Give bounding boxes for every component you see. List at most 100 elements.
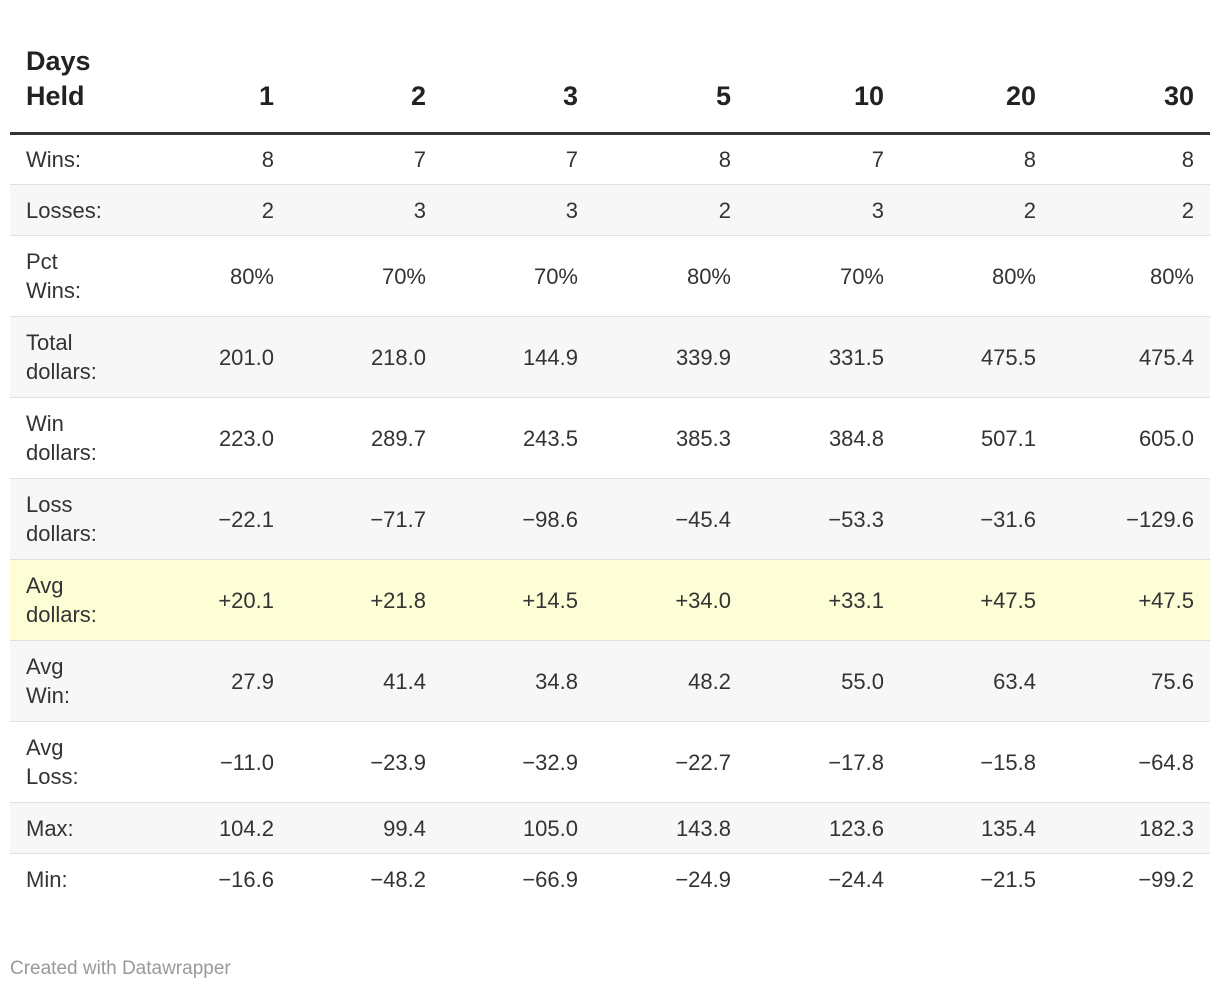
table-cell: −64.8 [1052, 721, 1210, 803]
table-cell: 70% [290, 235, 442, 317]
table-cell: 8 [594, 133, 747, 185]
table-cell: −45.4 [594, 478, 747, 560]
table-cell: −24.9 [675, 866, 731, 892]
table-row: Losses: 2 3 3 2 3 2 2 [10, 184, 1210, 236]
table-cell: 135.4 [900, 802, 1052, 854]
column-header: 5 [594, 40, 747, 135]
row-label-cell: Wins: [10, 133, 162, 185]
row-label-cell: Avg dollars: [10, 559, 162, 641]
column-header: 30 [1052, 40, 1210, 135]
table-cell: 63.4 [900, 640, 1052, 722]
row-label-cell: Win dollars: [10, 397, 162, 479]
column-header: 10 [747, 40, 900, 135]
table-cell: 218.0 [290, 316, 442, 398]
table-cell: 2 [900, 184, 1052, 236]
table-cell: 80% [594, 235, 747, 317]
table-row: Loss dollars: −22.1 −71.7 −98.6 −45.4 −53.3 −31… [10, 478, 1210, 560]
table-cell: 385.3 [594, 397, 747, 479]
table-cell: 2 [594, 184, 747, 236]
table-cell: +14.5 [442, 559, 594, 641]
row-label-line: Win: [26, 683, 70, 708]
table-cell: −22.7 [594, 721, 747, 803]
table-cell: 105.0 [442, 802, 594, 854]
data-table: Days Held 1 2 3 5 10 20 30 Wins: 8 7 7 8 7 8 8 L… [10, 40, 1210, 905]
table-cell: 123.6 [747, 802, 900, 854]
table-cell: −66.9 [522, 866, 578, 892]
table-cell: −23.9 [290, 721, 442, 803]
header-label-cell: Days Held [10, 40, 162, 135]
row-label-line: Wins: [26, 278, 81, 303]
row-label-cell: Max: [10, 802, 162, 854]
row-label-line: dollars: [26, 440, 97, 465]
table-row: Min: −16.6 −48.2 −66.9 −24.9 −24.4 −21.5 −99.2 [10, 854, 1210, 905]
table-cell: 331.5 [747, 316, 900, 398]
table-cell: 8 [900, 133, 1052, 185]
row-label-line: Wins: [26, 147, 81, 172]
table-cell: −17.8 [747, 721, 900, 803]
row-label-cell: Loss dollars: [10, 478, 162, 560]
row-label-line: Total [26, 330, 73, 355]
table-cell: 75.6 [1052, 640, 1210, 722]
table-cell: −48.2 [370, 866, 426, 892]
table-cell: 80% [900, 235, 1052, 317]
table-cell: −71.7 [290, 478, 442, 560]
table-cell: 144.9 [442, 316, 594, 398]
datawrapper-credit: Created with Datawrapper [10, 958, 231, 979]
table-cell: 339.9 [594, 316, 747, 398]
row-label-line: Loss: [26, 764, 79, 789]
table-cell: +20.1 [162, 559, 290, 641]
table-cell: 27.9 [162, 640, 290, 722]
table-cell: 384.8 [747, 397, 900, 479]
table-row: Avg Loss: −11.0 −23.9 −32.9 −22.7 −17.8 −15.8 −6… [10, 721, 1210, 803]
column-header: 3 [442, 40, 594, 135]
table-row: Total dollars: 201.0 218.0 144.9 339.9 331.5 47… [10, 316, 1210, 398]
table-cell: −11.0 [162, 721, 290, 803]
row-label-line: Min: [26, 866, 68, 892]
table-cell: 70% [747, 235, 900, 317]
column-header: 20 [900, 40, 1052, 135]
table-cell: 182.3 [1052, 802, 1210, 854]
table-cell: −22.1 [162, 478, 290, 560]
row-label-line: dollars: [26, 359, 97, 384]
table-cell: 289.7 [290, 397, 442, 479]
table-cell: −129.6 [1052, 478, 1210, 560]
row-label-line: Win [26, 411, 64, 436]
table-cell: 605.0 [1052, 397, 1210, 479]
table-cell: 48.2 [594, 640, 747, 722]
table-row: Win dollars: 223.0 289.7 243.5 385.3 384.8 507.… [10, 397, 1210, 479]
row-label-cell: Avg Win: [10, 640, 162, 722]
table-cell: 2 [162, 184, 290, 236]
table-cell: 223.0 [162, 397, 290, 479]
row-label-cell: Min: [10, 854, 162, 905]
table-cell: +21.8 [290, 559, 442, 641]
table-cell: 507.1 [900, 397, 1052, 479]
table-cell: 104.2 [162, 802, 290, 854]
table-cell: −15.8 [900, 721, 1052, 803]
table-container: Days Held 1 2 3 5 10 20 30 Wins: 8 7 7 8 7 8 8 L… [10, 40, 1210, 905]
table-cell: 2 [1052, 184, 1210, 236]
table-cell: +47.5 [1052, 559, 1210, 641]
table-cell: +47.5 [900, 559, 1052, 641]
table-cell: 3 [747, 184, 900, 236]
table-cell: 475.5 [900, 316, 1052, 398]
table-cell: 8 [162, 133, 290, 185]
header-label-line: Held [26, 81, 85, 111]
table-cell: 475.4 [1052, 316, 1210, 398]
row-label-cell: Total dollars: [10, 316, 162, 398]
row-label-line: dollars: [26, 602, 97, 627]
table-cell: 8 [1052, 133, 1210, 185]
table-body: Wins: 8 7 7 8 7 8 8 Losses: 2 3 3 2 3 2 2 Pct Wins: 80% 70%… [10, 133, 1210, 905]
table-cell: 80% [1052, 235, 1210, 317]
table-cell: 70% [442, 235, 594, 317]
column-header: 1 [162, 40, 290, 135]
table-cell: 55.0 [747, 640, 900, 722]
table-cell: 34.8 [442, 640, 594, 722]
row-label-line: Max: [26, 815, 74, 841]
table-cell: −98.6 [442, 478, 594, 560]
table-cell: −53.3 [747, 478, 900, 560]
row-label-line: dollars: [26, 521, 97, 546]
table-cell: 7 [290, 133, 442, 185]
table-cell: −16.6 [218, 866, 274, 892]
table-row: Max: 104.2 99.4 105.0 143.8 123.6 135.4 182.3 [10, 802, 1210, 854]
table-cell: 80% [162, 235, 290, 317]
